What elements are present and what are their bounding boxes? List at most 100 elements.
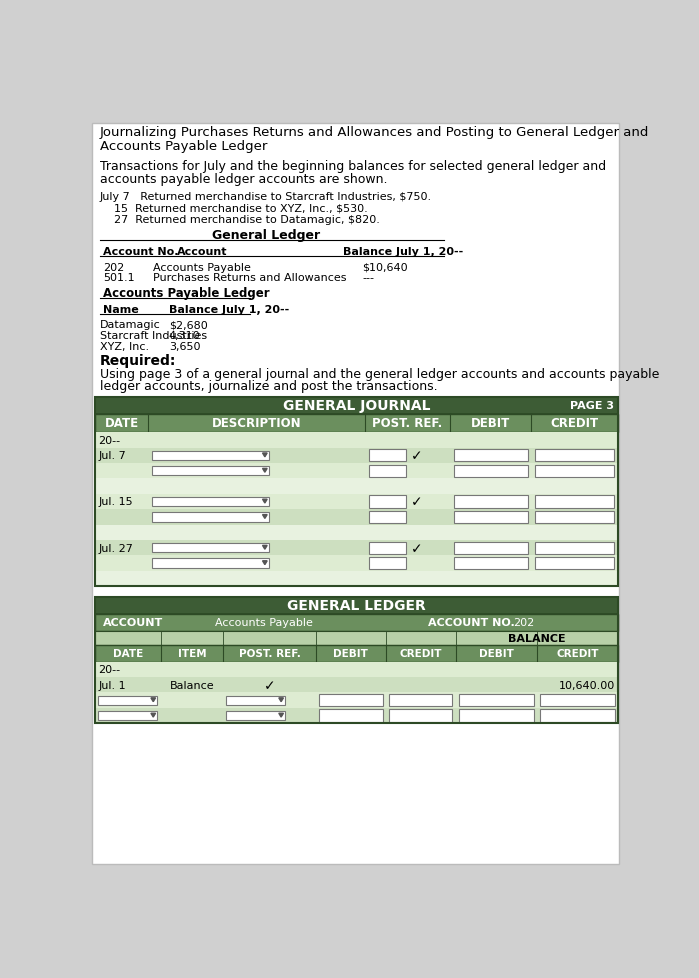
Bar <box>535 511 614 523</box>
Bar <box>368 496 406 509</box>
Text: ✓: ✓ <box>411 449 423 463</box>
Bar <box>152 512 268 522</box>
Text: ACCOUNT NO.: ACCOUNT NO. <box>428 618 515 628</box>
Text: July 7   Returned merchandise to Starcraft Industries, $750.: July 7 Returned merchandise to Starcraft… <box>100 192 432 201</box>
Polygon shape <box>263 454 267 458</box>
Text: GENERAL JOURNAL: GENERAL JOURNAL <box>283 399 431 413</box>
Text: Balance: Balance <box>170 680 215 690</box>
Text: $10,640: $10,640 <box>363 262 408 272</box>
Bar <box>368 542 406 555</box>
Bar <box>95 397 618 415</box>
Bar <box>368 450 406 462</box>
Bar <box>95 397 618 587</box>
Bar <box>152 558 268 568</box>
Bar <box>319 710 382 722</box>
Bar <box>459 710 534 722</box>
Bar <box>95 692 618 708</box>
Polygon shape <box>279 698 284 702</box>
Text: Account No.: Account No. <box>103 247 178 257</box>
Bar <box>535 496 614 509</box>
Text: Balance July 1, 20--: Balance July 1, 20-- <box>168 305 289 315</box>
Bar <box>454 450 528 462</box>
Polygon shape <box>263 500 267 504</box>
Text: 15  Returned merchandise to XYZ, Inc., $530.: 15 Returned merchandise to XYZ, Inc., $5… <box>114 203 368 213</box>
Bar <box>95 464 618 479</box>
Bar <box>95 525 618 541</box>
Bar <box>95 631 618 645</box>
Polygon shape <box>263 546 267 550</box>
Text: DEBIT: DEBIT <box>333 648 368 658</box>
Bar <box>95 432 618 448</box>
Text: Purchases Returns and Allowances: Purchases Returns and Allowances <box>153 273 347 283</box>
Text: Datamagic: Datamagic <box>100 320 161 330</box>
Bar <box>152 544 268 553</box>
Text: 501.1: 501.1 <box>103 273 134 283</box>
Text: Balance July 1, 20--: Balance July 1, 20-- <box>343 247 463 257</box>
Text: 202: 202 <box>514 618 535 628</box>
Text: DATE: DATE <box>104 417 138 430</box>
Text: ---: --- <box>363 273 375 283</box>
Text: POST. REF.: POST. REF. <box>238 648 301 658</box>
Text: DESCRIPTION: DESCRIPTION <box>212 417 301 430</box>
Bar <box>535 466 614 477</box>
Bar <box>95 708 618 724</box>
Text: CREDIT: CREDIT <box>551 417 599 430</box>
Text: BALANCE: BALANCE <box>508 633 565 644</box>
Text: ITEM: ITEM <box>178 648 206 658</box>
Bar <box>459 694 534 706</box>
Text: 3,650: 3,650 <box>168 341 200 351</box>
Polygon shape <box>151 714 156 717</box>
Text: DATE: DATE <box>113 648 143 658</box>
Text: Transactions for July and the beginning balances for selected general ledger and: Transactions for July and the beginning … <box>100 160 606 173</box>
Text: Jul. 27: Jul. 27 <box>99 543 133 554</box>
Text: DEBIT: DEBIT <box>471 417 510 430</box>
Text: Using page 3 of a general journal and the general ledger accounts and accounts p: Using page 3 of a general journal and th… <box>100 368 659 380</box>
Text: Accounts Payable: Accounts Payable <box>153 262 251 272</box>
Polygon shape <box>263 468 267 472</box>
Bar <box>95 645 618 662</box>
Polygon shape <box>263 561 267 565</box>
Text: DEBIT: DEBIT <box>479 648 514 658</box>
Polygon shape <box>279 714 284 717</box>
Bar <box>389 710 452 722</box>
Text: GENERAL LEDGER: GENERAL LEDGER <box>287 599 426 613</box>
Bar <box>454 496 528 509</box>
Text: accounts payable ledger accounts are shown.: accounts payable ledger accounts are sho… <box>100 173 387 186</box>
Bar <box>95 448 618 464</box>
Text: XYZ, Inc.: XYZ, Inc. <box>100 341 149 351</box>
Bar <box>95 678 618 692</box>
Bar <box>535 450 614 462</box>
Bar <box>95 556 618 571</box>
Text: Required:: Required: <box>100 353 176 368</box>
Bar <box>226 695 285 705</box>
Text: Jul. 1: Jul. 1 <box>99 680 126 690</box>
Text: 202: 202 <box>103 262 124 272</box>
Bar <box>99 695 157 705</box>
Bar <box>95 614 618 631</box>
Bar <box>152 498 268 507</box>
Text: Account: Account <box>177 247 227 257</box>
Polygon shape <box>263 515 267 519</box>
Text: Accounts Payable Ledger: Accounts Payable Ledger <box>103 287 270 300</box>
Bar <box>152 467 268 476</box>
Text: Accounts Payable Ledger: Accounts Payable Ledger <box>100 140 267 154</box>
Text: General Ledger: General Ledger <box>212 229 319 242</box>
Bar <box>368 511 406 523</box>
Text: Jul. 15: Jul. 15 <box>99 497 133 507</box>
Bar <box>95 415 618 432</box>
Text: ledger accounts, journalize and post the transactions.: ledger accounts, journalize and post the… <box>100 380 438 393</box>
Bar <box>95 494 618 510</box>
Text: 27  Returned merchandise to Datamagic, $820.: 27 Returned merchandise to Datamagic, $8… <box>114 214 380 225</box>
Bar <box>389 694 452 706</box>
Bar <box>95 662 618 678</box>
Text: Name: Name <box>103 305 138 315</box>
Text: ACCOUNT: ACCOUNT <box>103 618 163 628</box>
Text: Jul. 7: Jul. 7 <box>99 451 126 461</box>
Bar <box>95 541 618 556</box>
Text: PAGE 3: PAGE 3 <box>570 401 614 411</box>
Text: ✓: ✓ <box>411 495 423 509</box>
Bar <box>368 557 406 569</box>
Bar <box>454 511 528 523</box>
Bar <box>535 557 614 569</box>
Text: 20--: 20-- <box>99 435 120 445</box>
